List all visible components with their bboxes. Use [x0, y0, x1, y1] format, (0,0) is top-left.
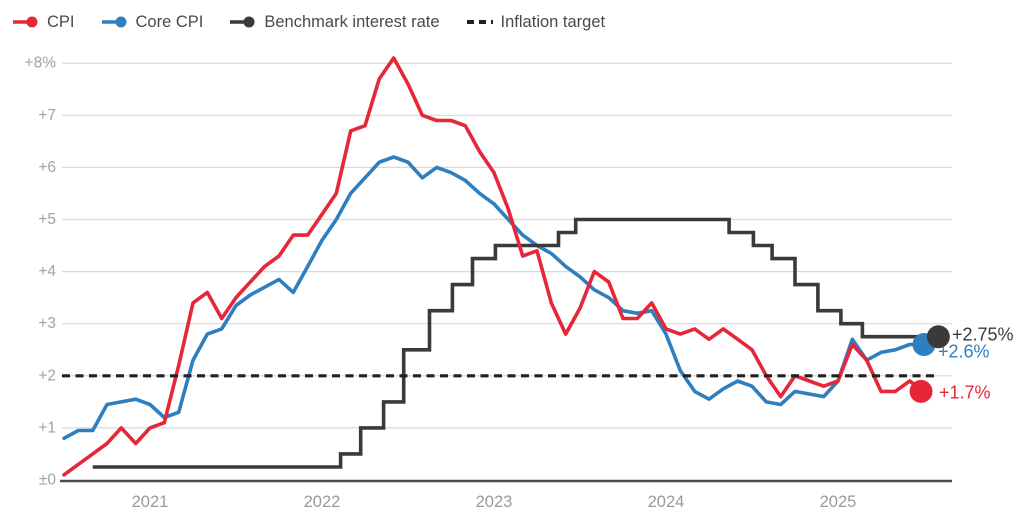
- cpi-line: [62, 56, 926, 477]
- x-tick-label: 2025: [820, 493, 857, 511]
- legend-item-inflation-target: Inflation target: [466, 12, 606, 32]
- y-tick-label: ±0: [39, 472, 57, 489]
- end-label-core-cpi: +2.6%: [938, 342, 990, 362]
- x-tick-label: 2021: [132, 493, 169, 511]
- end-label-cpi: +1.7%: [939, 382, 991, 402]
- chart-legend: CPI Core CPI Benchmark interest rate Inflat…: [12, 8, 605, 36]
- benchmark-line: [92, 217, 939, 469]
- legend-item-benchmark-interest-rate: Benchmark interest rate: [229, 12, 440, 32]
- legend-label: Inflation target: [500, 12, 606, 31]
- core-cpi-line: [62, 155, 926, 441]
- y-tick-label: +1: [38, 419, 56, 436]
- end-label-benchmark: +2.75%: [952, 325, 1014, 345]
- y-tick-label: +7: [38, 107, 56, 124]
- benchmark-interest-rate-legend-marker-icon: [230, 16, 255, 28]
- y-tick-label: +5: [38, 211, 56, 228]
- core-cpi-legend-marker-icon: [101, 16, 127, 28]
- y-tick-label: +2: [38, 367, 56, 384]
- cpi-legend-marker-icon: [13, 16, 38, 28]
- benchmark-end-dot: [926, 325, 950, 349]
- legend-label: Core CPI: [135, 12, 204, 31]
- cpi-end-dot: [909, 379, 933, 403]
- x-tick-label: 2023: [476, 493, 513, 511]
- legend-item-cpi: CPI: [12, 13, 75, 32]
- x-tick-label: 2022: [304, 493, 341, 511]
- legend-label: CPI: [47, 12, 75, 31]
- inflation-target-legend-marker-icon: [466, 20, 493, 24]
- y-tick-label: +4: [38, 263, 56, 280]
- y-tick-label: +8%: [25, 55, 57, 72]
- legend-item-core-cpi: Core CPI: [101, 12, 204, 32]
- y-tick-label: +3: [38, 315, 56, 332]
- y-tick-label: +6: [38, 159, 56, 176]
- x-tick-label: 2024: [648, 493, 685, 511]
- legend-label: Benchmark interest rate: [264, 12, 440, 31]
